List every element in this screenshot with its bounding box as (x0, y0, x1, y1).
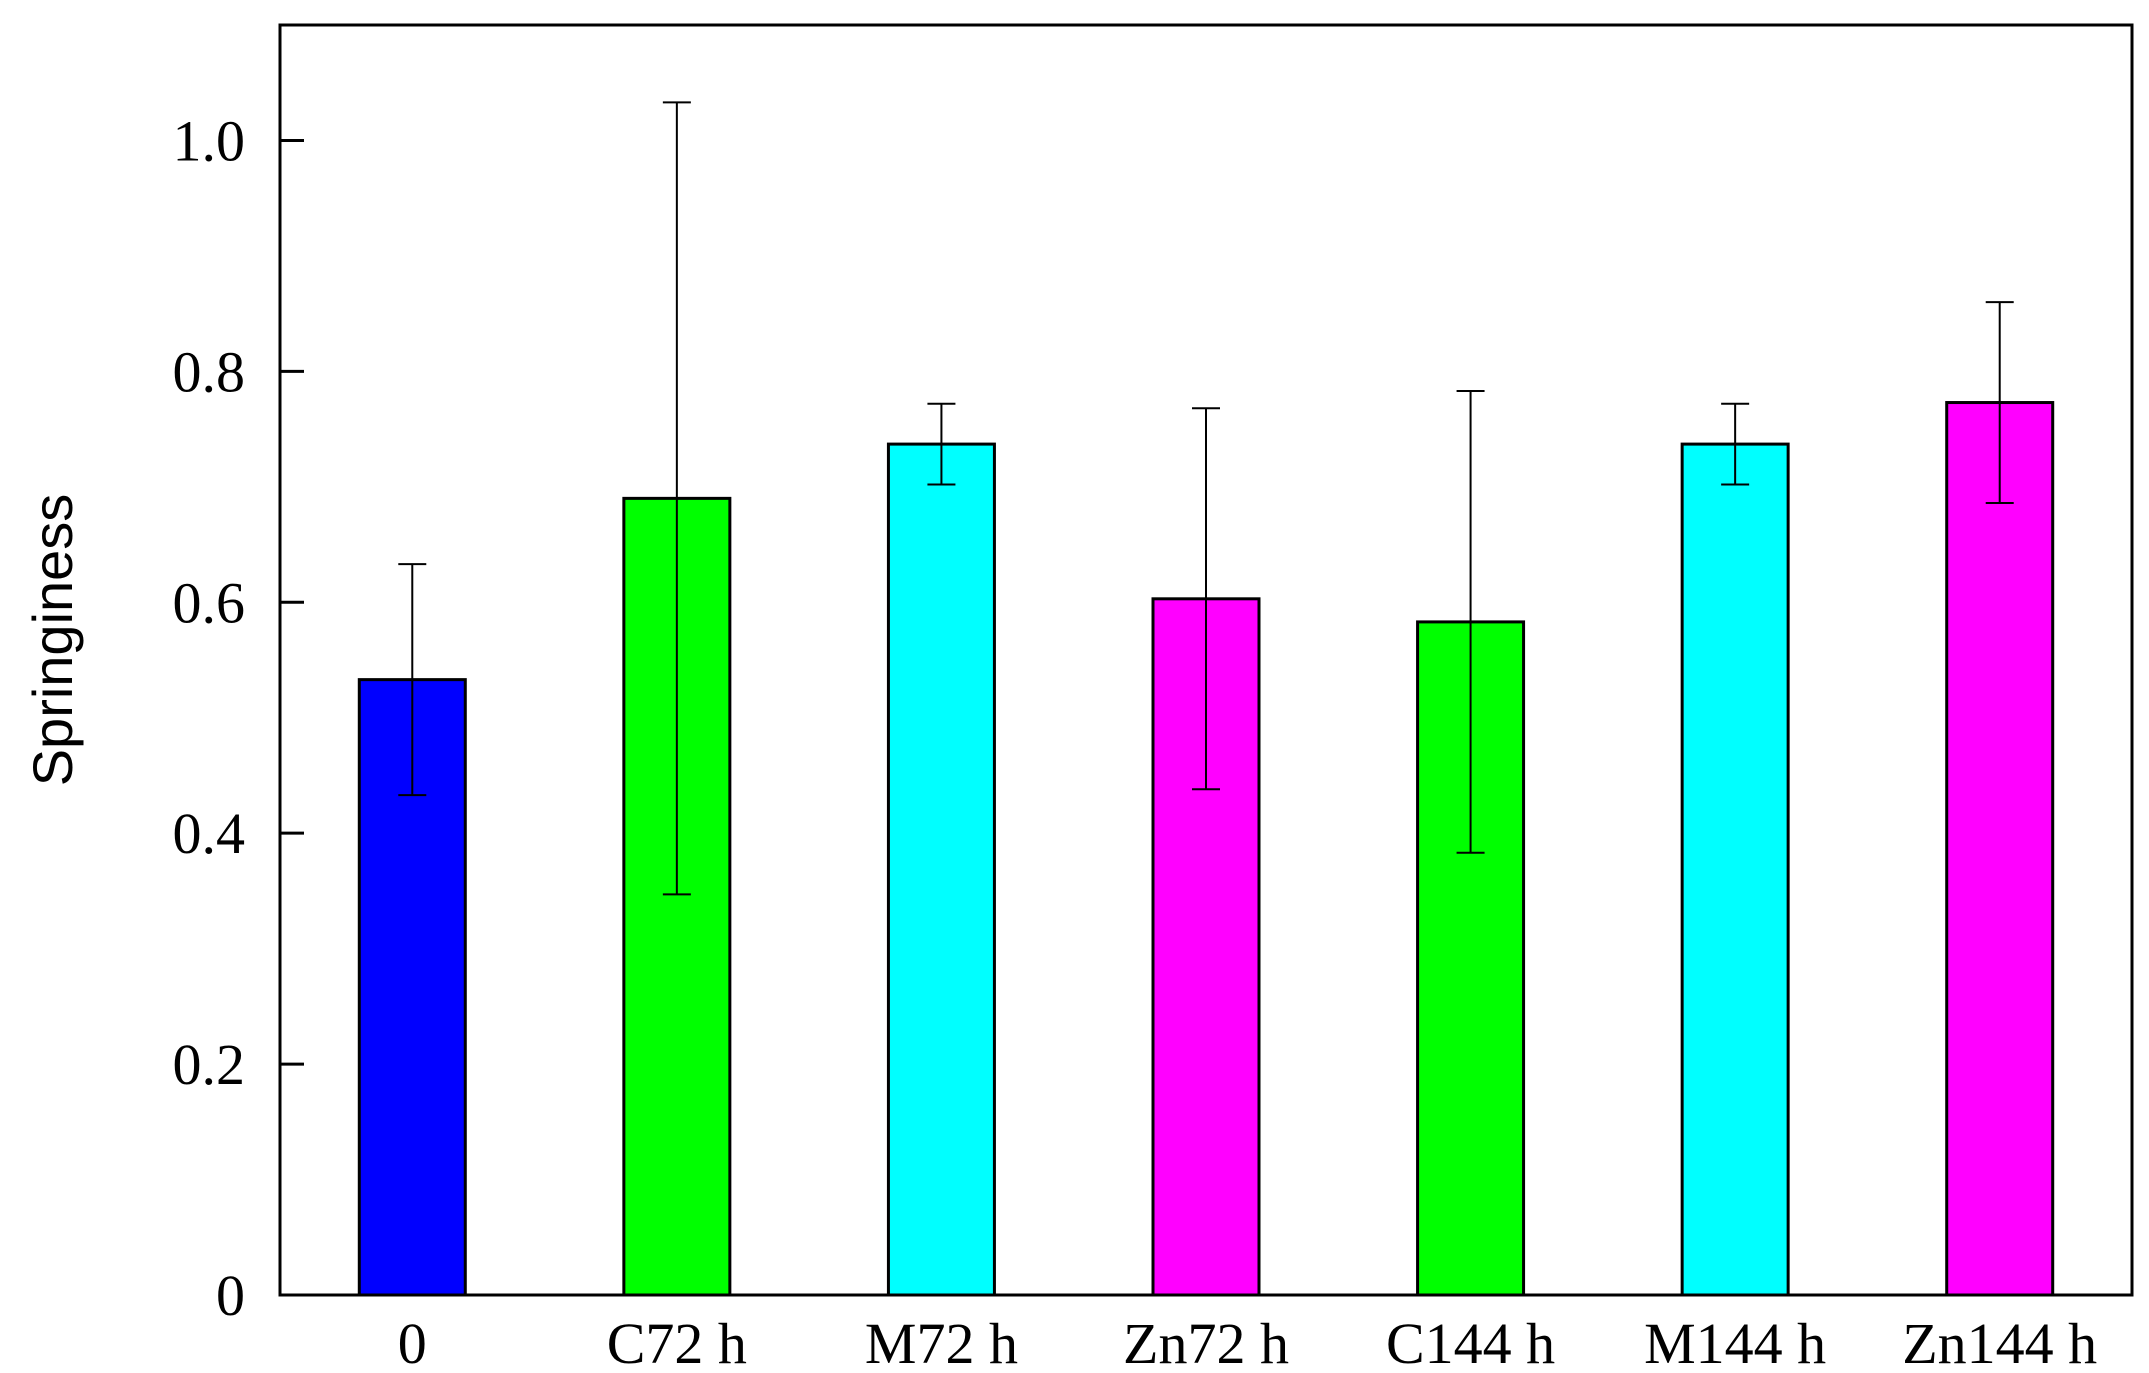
y-tick-labels: 0 0.2 0.4 0.6 0.8 1.0 (173, 108, 246, 1328)
x-tick-label-3: Zn72 h (1123, 1311, 1289, 1373)
x-tick-label-5: M144 h (1644, 1311, 1826, 1373)
y-tick-label-5: 1.0 (173, 108, 246, 173)
y-tick-label-4: 0.8 (173, 339, 246, 404)
y-tick-label-3: 0.6 (173, 570, 246, 635)
y-axis-title: Springiness (21, 494, 84, 787)
plot-frame (278, 23, 2134, 1297)
error-bars-layer (398, 101, 2014, 896)
y-tick-label-1: 0.2 (173, 1032, 246, 1097)
x-tick-label-2: M72 h (865, 1311, 1018, 1373)
y-tick-label-2: 0.4 (173, 801, 246, 866)
bar-2 (886, 442, 996, 1297)
x-tick-label-4: C144 h (1386, 1311, 1555, 1373)
x-tick-label-1: C72 h (607, 1311, 747, 1373)
x-tick-labels: 0 C72 h M72 h Zn72 h C144 h M144 h Zn144 h (398, 1311, 2097, 1373)
bar-5 (1680, 442, 1790, 1297)
bars-layer (357, 401, 2055, 1297)
x-tick-label-0: 0 (398, 1311, 427, 1373)
bar-6 (1945, 401, 2055, 1297)
x-tick-label-6: Zn144 h (1902, 1311, 2097, 1373)
y-tick-label-0: 0 (216, 1263, 245, 1328)
bar-3 (1151, 597, 1261, 1297)
